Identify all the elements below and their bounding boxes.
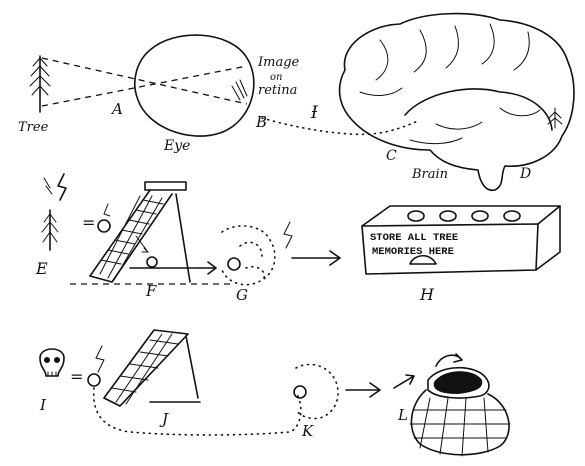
scattered-memory-g <box>221 221 293 286</box>
brain-label: Brain <box>411 167 448 182</box>
sieve-easel-j <box>103 329 201 407</box>
faded-memory-k <box>293 363 339 420</box>
pouch-drawing-l <box>409 353 511 457</box>
label-l: L <box>397 406 408 424</box>
equals-sign-i: = <box>70 367 83 386</box>
label-k: K <box>301 422 314 440</box>
light-rays <box>41 57 248 107</box>
label-i: I <box>39 396 47 414</box>
memory-particle-i <box>87 345 105 387</box>
label-e: E <box>35 259 48 278</box>
label-j: J <box>159 410 169 428</box>
label-d: D <box>519 166 531 182</box>
arrow-g-to-h <box>291 250 341 266</box>
optic-nerve-path <box>261 117 421 136</box>
memory-particle-e <box>97 203 111 233</box>
box-text-line2: MEMORIES HERE <box>372 246 454 258</box>
image-label-1: Image <box>257 55 300 70</box>
image-label-2: on <box>270 72 282 83</box>
decay-path <box>92 387 302 436</box>
memory-storage-box <box>361 205 561 275</box>
label-a: A <box>110 100 123 118</box>
label-b: B <box>255 113 267 131</box>
label-h: H <box>419 285 435 304</box>
box-text-line1: STORE ALL TREE <box>370 232 458 244</box>
skull-icon <box>39 348 65 377</box>
eye-drawing <box>134 34 255 137</box>
image-label-3: retina <box>258 83 297 98</box>
lightning-icon-e <box>43 173 67 201</box>
tree-label: Tree <box>18 120 49 135</box>
sieve-easel-f <box>89 181 201 283</box>
arrow-f-to-g <box>199 261 217 275</box>
label-g: G <box>236 286 248 304</box>
eye-label: Eye <box>163 138 190 154</box>
label-f: F <box>145 282 157 300</box>
arrow-to-pouch <box>393 374 415 389</box>
arrow-k-to-l <box>345 382 381 398</box>
equals-sign-e: = <box>82 213 95 232</box>
label-c: C <box>386 148 397 164</box>
tree-drawing <box>29 55 51 113</box>
small-tree-e <box>41 209 59 251</box>
brain-drawing <box>338 12 575 192</box>
brain-hook-label: Ɨ <box>310 103 318 123</box>
